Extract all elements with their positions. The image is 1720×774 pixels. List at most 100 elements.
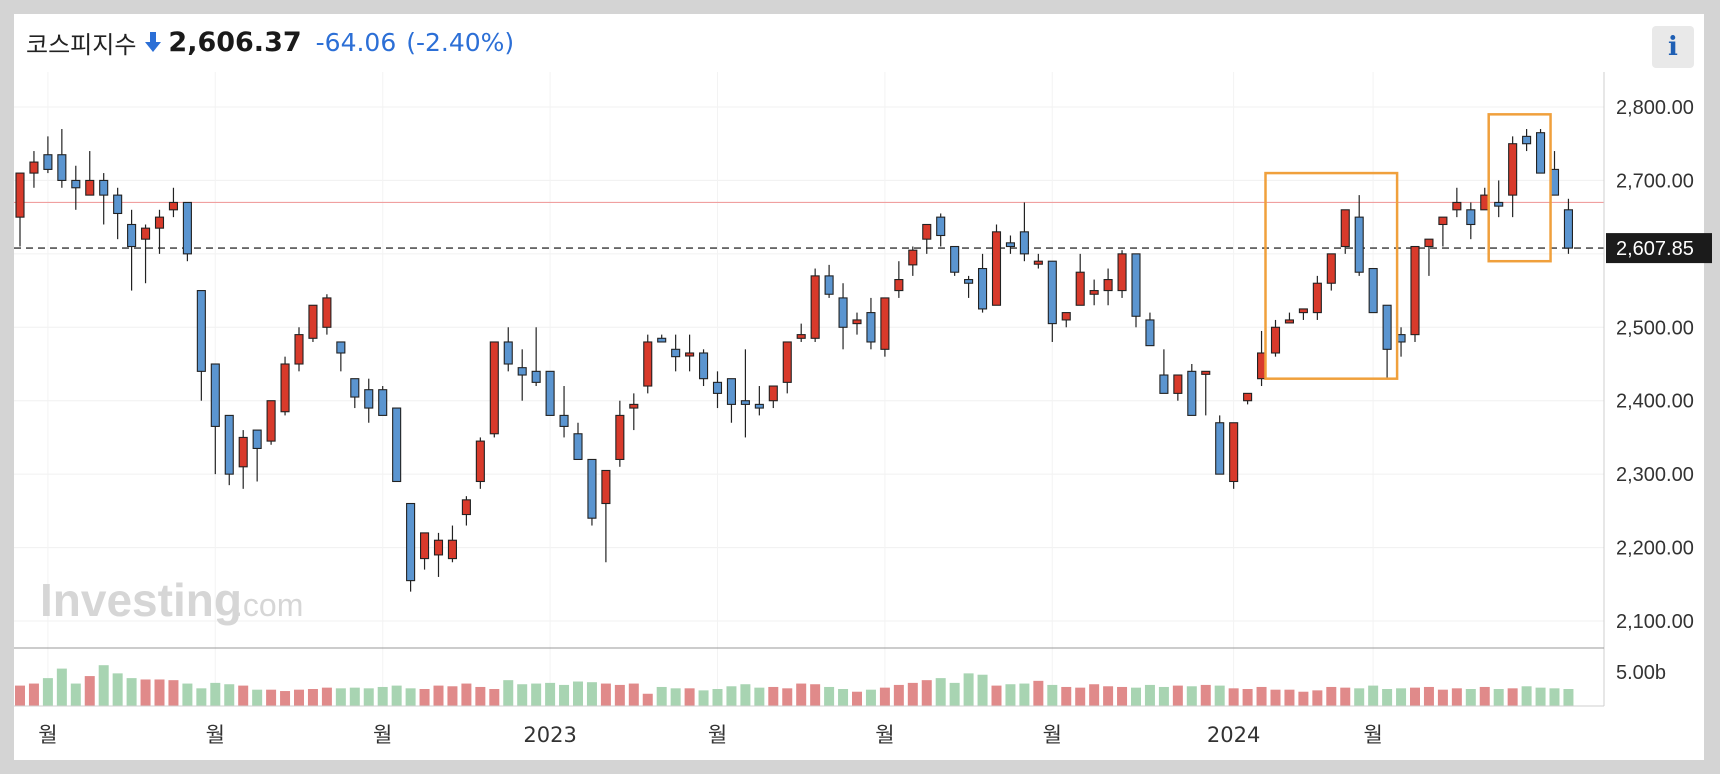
candle-body bbox=[1466, 209, 1476, 226]
volume-bar bbox=[1382, 689, 1393, 706]
index-name: 코스피지수 bbox=[26, 30, 137, 59]
volume-bar bbox=[489, 689, 500, 706]
volume-bar bbox=[503, 680, 514, 706]
candle-body bbox=[182, 201, 192, 255]
axes: 2,800.00 2,700.00 2,500.00 2,400.00 2,300.00… bbox=[14, 72, 1712, 747]
candle bbox=[517, 349, 527, 401]
volume-bar bbox=[670, 688, 681, 706]
candle-body bbox=[168, 201, 178, 211]
candle-body bbox=[950, 245, 960, 273]
volume-bar bbox=[405, 688, 416, 706]
candle-body bbox=[1201, 370, 1211, 375]
volume-bar bbox=[1117, 686, 1128, 706]
volume-bar bbox=[865, 689, 876, 706]
volume-bar bbox=[1158, 686, 1169, 706]
grid bbox=[14, 72, 1604, 706]
volume-bar bbox=[196, 688, 207, 706]
candle-body bbox=[1131, 253, 1141, 317]
volume-bar bbox=[754, 687, 765, 706]
candle bbox=[1215, 415, 1225, 475]
candle bbox=[838, 283, 848, 350]
volume-bar bbox=[182, 683, 193, 706]
volume-bar bbox=[1270, 689, 1281, 706]
candle-body bbox=[559, 414, 569, 427]
candle-body bbox=[657, 337, 667, 343]
candle-body bbox=[378, 389, 388, 416]
candle-body bbox=[1061, 312, 1071, 321]
volume-bar bbox=[573, 681, 583, 706]
candle bbox=[1326, 253, 1336, 291]
volume-bar bbox=[377, 686, 388, 706]
watermark-brand: Investing bbox=[40, 574, 242, 626]
volume-bar bbox=[531, 683, 542, 706]
volume-bar bbox=[475, 686, 486, 706]
candle bbox=[280, 356, 290, 416]
candle-body bbox=[698, 352, 709, 380]
candle bbox=[964, 275, 974, 298]
candle-body bbox=[1103, 279, 1113, 292]
volume-bar bbox=[600, 683, 611, 706]
candle-body bbox=[880, 297, 890, 350]
candle-body bbox=[726, 378, 737, 405]
candle bbox=[615, 400, 625, 467]
candle-body bbox=[1438, 216, 1448, 226]
candle-body bbox=[1298, 308, 1308, 314]
arrow-down-icon bbox=[145, 32, 162, 52]
candle-body bbox=[908, 249, 918, 266]
volume-bar bbox=[1019, 683, 1030, 706]
volume-bar bbox=[1535, 687, 1546, 706]
candle-body bbox=[224, 414, 234, 475]
x-tick-label: 월 bbox=[708, 723, 727, 747]
candle-body bbox=[1005, 242, 1016, 248]
candle-body bbox=[573, 433, 583, 461]
candle bbox=[392, 407, 402, 483]
volume-bar bbox=[1186, 686, 1197, 706]
volume-bar bbox=[1256, 686, 1267, 706]
candle bbox=[71, 165, 81, 210]
candle-body bbox=[210, 363, 220, 427]
candle bbox=[531, 327, 541, 387]
volume-bar bbox=[363, 688, 374, 706]
volume-bar bbox=[461, 683, 472, 706]
candle bbox=[43, 136, 53, 174]
volume-bar bbox=[824, 686, 835, 706]
info-button[interactable]: i bbox=[1652, 26, 1694, 68]
volume-bar bbox=[517, 684, 528, 706]
candle-body bbox=[1382, 304, 1392, 350]
candle bbox=[698, 349, 709, 387]
candle bbox=[1410, 245, 1420, 342]
volume-bar bbox=[1451, 688, 1462, 706]
candle-body bbox=[1089, 290, 1099, 295]
volume-bar bbox=[1284, 689, 1295, 706]
candle bbox=[754, 386, 764, 416]
candle-body bbox=[964, 279, 974, 284]
candle-body bbox=[238, 436, 248, 468]
candle-body bbox=[57, 154, 67, 181]
volume-bar bbox=[907, 682, 918, 706]
candle bbox=[238, 430, 248, 489]
x-tick-label: 월 bbox=[1043, 723, 1062, 747]
candle bbox=[1243, 392, 1253, 405]
volume-bar bbox=[210, 682, 221, 706]
reference-lines bbox=[14, 201, 1604, 249]
candle-body bbox=[740, 400, 750, 405]
candle-body bbox=[127, 223, 137, 248]
volume-bar bbox=[852, 691, 862, 706]
candle bbox=[141, 224, 151, 284]
volume-bar bbox=[294, 689, 304, 706]
candle bbox=[1145, 312, 1155, 347]
volume-bar bbox=[1047, 684, 1058, 706]
candle-body bbox=[838, 297, 848, 328]
candle-body bbox=[1424, 238, 1434, 248]
current-price-tag-bg bbox=[1606, 233, 1712, 264]
volume-bar bbox=[893, 684, 904, 706]
volume-bar bbox=[349, 687, 360, 706]
volume-bar bbox=[796, 683, 807, 706]
candle-body bbox=[991, 231, 1002, 306]
candle-body bbox=[977, 267, 988, 310]
watermark-suffix: .com bbox=[234, 587, 303, 623]
volume-bar bbox=[1298, 691, 1309, 706]
x-tick-label: 2023 bbox=[523, 723, 576, 747]
volume-bar bbox=[1033, 680, 1044, 706]
candle bbox=[489, 341, 499, 438]
